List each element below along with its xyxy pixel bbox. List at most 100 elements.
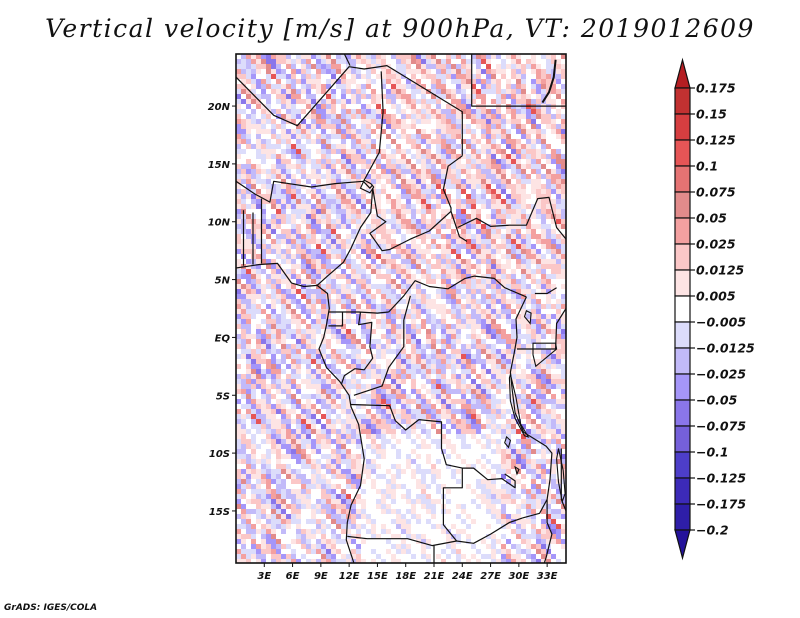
field-cell xyxy=(481,314,486,319)
field-cell xyxy=(246,289,251,294)
field-cell xyxy=(271,344,276,349)
field-cell xyxy=(541,259,546,264)
field-cell xyxy=(326,244,331,249)
field-cell xyxy=(356,379,361,384)
field-cell xyxy=(546,424,551,429)
field-cell xyxy=(496,84,501,89)
field-cell xyxy=(366,124,371,129)
field-cell xyxy=(301,159,306,164)
field-cell xyxy=(511,124,516,129)
field-cell xyxy=(516,144,521,149)
field-cell xyxy=(471,179,476,184)
field-cell xyxy=(501,264,506,269)
field-cell xyxy=(536,494,541,499)
field-cell xyxy=(386,504,391,509)
field-cell xyxy=(561,254,566,259)
field-cell xyxy=(286,379,291,384)
field-cell xyxy=(331,464,336,469)
field-cell xyxy=(356,114,361,119)
field-cell xyxy=(451,389,456,394)
field-cell xyxy=(531,409,536,414)
field-cell xyxy=(436,124,441,129)
field-cell xyxy=(346,109,351,114)
field-cell xyxy=(301,444,306,449)
field-cell xyxy=(346,389,351,394)
field-cell xyxy=(516,219,521,224)
field-cell xyxy=(436,319,441,324)
field-cell xyxy=(456,424,461,429)
field-cell xyxy=(506,484,511,489)
field-cell xyxy=(261,124,266,129)
field-cell xyxy=(366,319,371,324)
field-cell xyxy=(296,534,301,539)
field-cell xyxy=(381,369,386,374)
field-cell xyxy=(266,84,271,89)
field-cell xyxy=(426,399,431,404)
field-cell xyxy=(291,364,296,369)
field-cell xyxy=(311,479,316,484)
field-cell xyxy=(461,424,466,429)
field-cell xyxy=(331,109,336,114)
field-cell xyxy=(446,499,451,504)
field-cell xyxy=(286,439,291,444)
field-cell xyxy=(361,374,366,379)
field-cell xyxy=(461,79,466,84)
field-cell xyxy=(321,374,326,379)
field-cell xyxy=(421,54,426,59)
field-cell xyxy=(416,199,421,204)
field-cell xyxy=(281,389,286,394)
field-cell xyxy=(471,89,476,94)
field-cell xyxy=(486,349,491,354)
field-cell xyxy=(291,74,296,79)
field-cell xyxy=(481,434,486,439)
field-cell xyxy=(326,409,331,414)
field-cell xyxy=(276,389,281,394)
field-cell xyxy=(536,149,541,154)
field-cell xyxy=(236,324,241,329)
field-cell xyxy=(431,339,436,344)
field-cell xyxy=(321,69,326,74)
field-cell xyxy=(461,389,466,394)
field-cell xyxy=(361,294,366,299)
field-cell xyxy=(446,299,451,304)
field-cell xyxy=(536,469,541,474)
field-cell xyxy=(371,304,376,309)
field-cell xyxy=(371,459,376,464)
field-cell xyxy=(331,74,336,79)
field-cell xyxy=(381,504,386,509)
field-cell xyxy=(541,454,546,459)
field-cell xyxy=(266,284,271,289)
field-cell xyxy=(421,114,426,119)
field-cell xyxy=(371,214,376,219)
field-cell xyxy=(491,299,496,304)
field-cell xyxy=(471,109,476,114)
field-cell xyxy=(431,244,436,249)
field-cell xyxy=(456,294,461,299)
field-cell xyxy=(301,449,306,454)
field-cell xyxy=(456,74,461,79)
field-cell xyxy=(401,354,406,359)
field-cell xyxy=(436,399,441,404)
field-cell xyxy=(326,439,331,444)
field-cell xyxy=(336,349,341,354)
field-cell xyxy=(456,419,461,424)
field-cell xyxy=(441,159,446,164)
field-cell xyxy=(251,79,256,84)
field-cell xyxy=(336,359,341,364)
field-cell xyxy=(426,74,431,79)
field-cell xyxy=(236,529,241,534)
field-cell xyxy=(236,89,241,94)
field-cell xyxy=(411,179,416,184)
field-cell xyxy=(281,259,286,264)
field-cell xyxy=(506,129,511,134)
field-cell xyxy=(396,454,401,459)
field-cell xyxy=(241,509,246,514)
field-cell xyxy=(541,129,546,134)
field-cell xyxy=(521,184,526,189)
field-cell xyxy=(396,194,401,199)
field-cell xyxy=(251,394,256,399)
field-cell xyxy=(341,284,346,289)
field-cell xyxy=(456,234,461,239)
field-cell xyxy=(326,459,331,464)
field-cell xyxy=(301,174,306,179)
